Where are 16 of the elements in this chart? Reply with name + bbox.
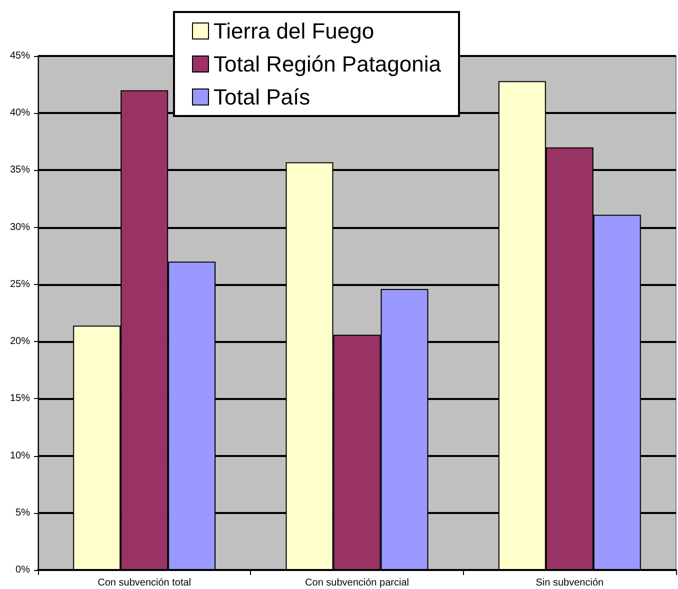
- y-tick-label: 5%: [16, 507, 30, 518]
- legend-label: Total País: [214, 84, 310, 110]
- y-tick-label: 40%: [10, 108, 30, 119]
- x-tick-label: Con subvención parcial: [305, 578, 409, 588]
- legend-label: Tierra del Fuego: [214, 18, 374, 44]
- y-tick-label: 10%: [10, 450, 30, 462]
- legend-label: Total Región Patagonia: [214, 52, 442, 76]
- y-tick-label: 35%: [10, 164, 30, 176]
- y-tick-label: 15%: [10, 393, 30, 404]
- y-tick-label: 30%: [10, 222, 30, 233]
- x-tick-label: Con subvención total: [98, 578, 192, 588]
- x-tick-label: Sin subvención: [536, 578, 604, 588]
- y-tick-label: 45%: [10, 50, 30, 62]
- y-tick-label: 20%: [10, 336, 30, 348]
- y-tick-label: 25%: [10, 278, 30, 290]
- y-tick-label: 0%: [16, 564, 30, 576]
